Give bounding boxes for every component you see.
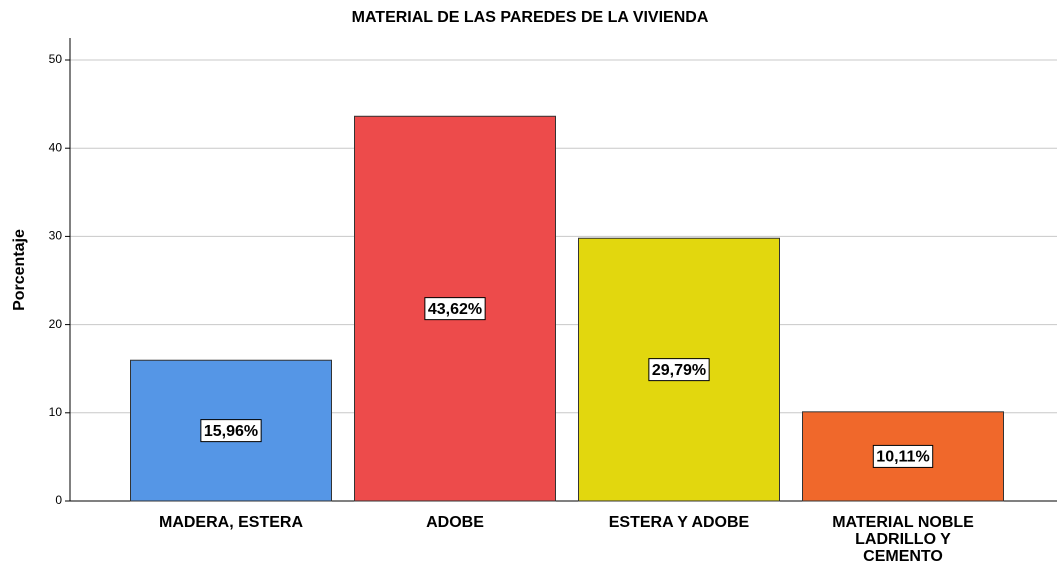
y-tick-label: 20 [49,317,63,331]
y-tick-label: 10 [49,405,63,419]
value-label: 29,79% [652,362,706,379]
y-tick-label: 30 [49,229,63,243]
x-tick-label: ESTERA Y ADOBE [608,514,750,531]
y-tick-label: 0 [55,493,62,507]
y-axis-label: Porcentaje [11,229,28,311]
value-label: 10,11% [876,449,929,466]
value-label: 43,62% [428,301,482,318]
value-label-box [648,358,710,382]
y-tick-label: 40 [49,140,63,154]
value-label-box [424,297,486,321]
x-tick-label: ADOBE [426,514,484,531]
x-tick-label: MADERA, ESTERA [158,514,303,531]
chart-title: MATERIAL DE LAS PAREDES DE LA VIVIENDA [352,9,709,26]
x-tick-label: MATERIAL NOBLE LADRILLO Y CEMENTO [832,514,974,565]
value-label-box [872,444,934,468]
value-label: 15,96% [204,423,258,440]
value-label-box [200,419,262,443]
y-tick-label: 50 [49,52,63,66]
